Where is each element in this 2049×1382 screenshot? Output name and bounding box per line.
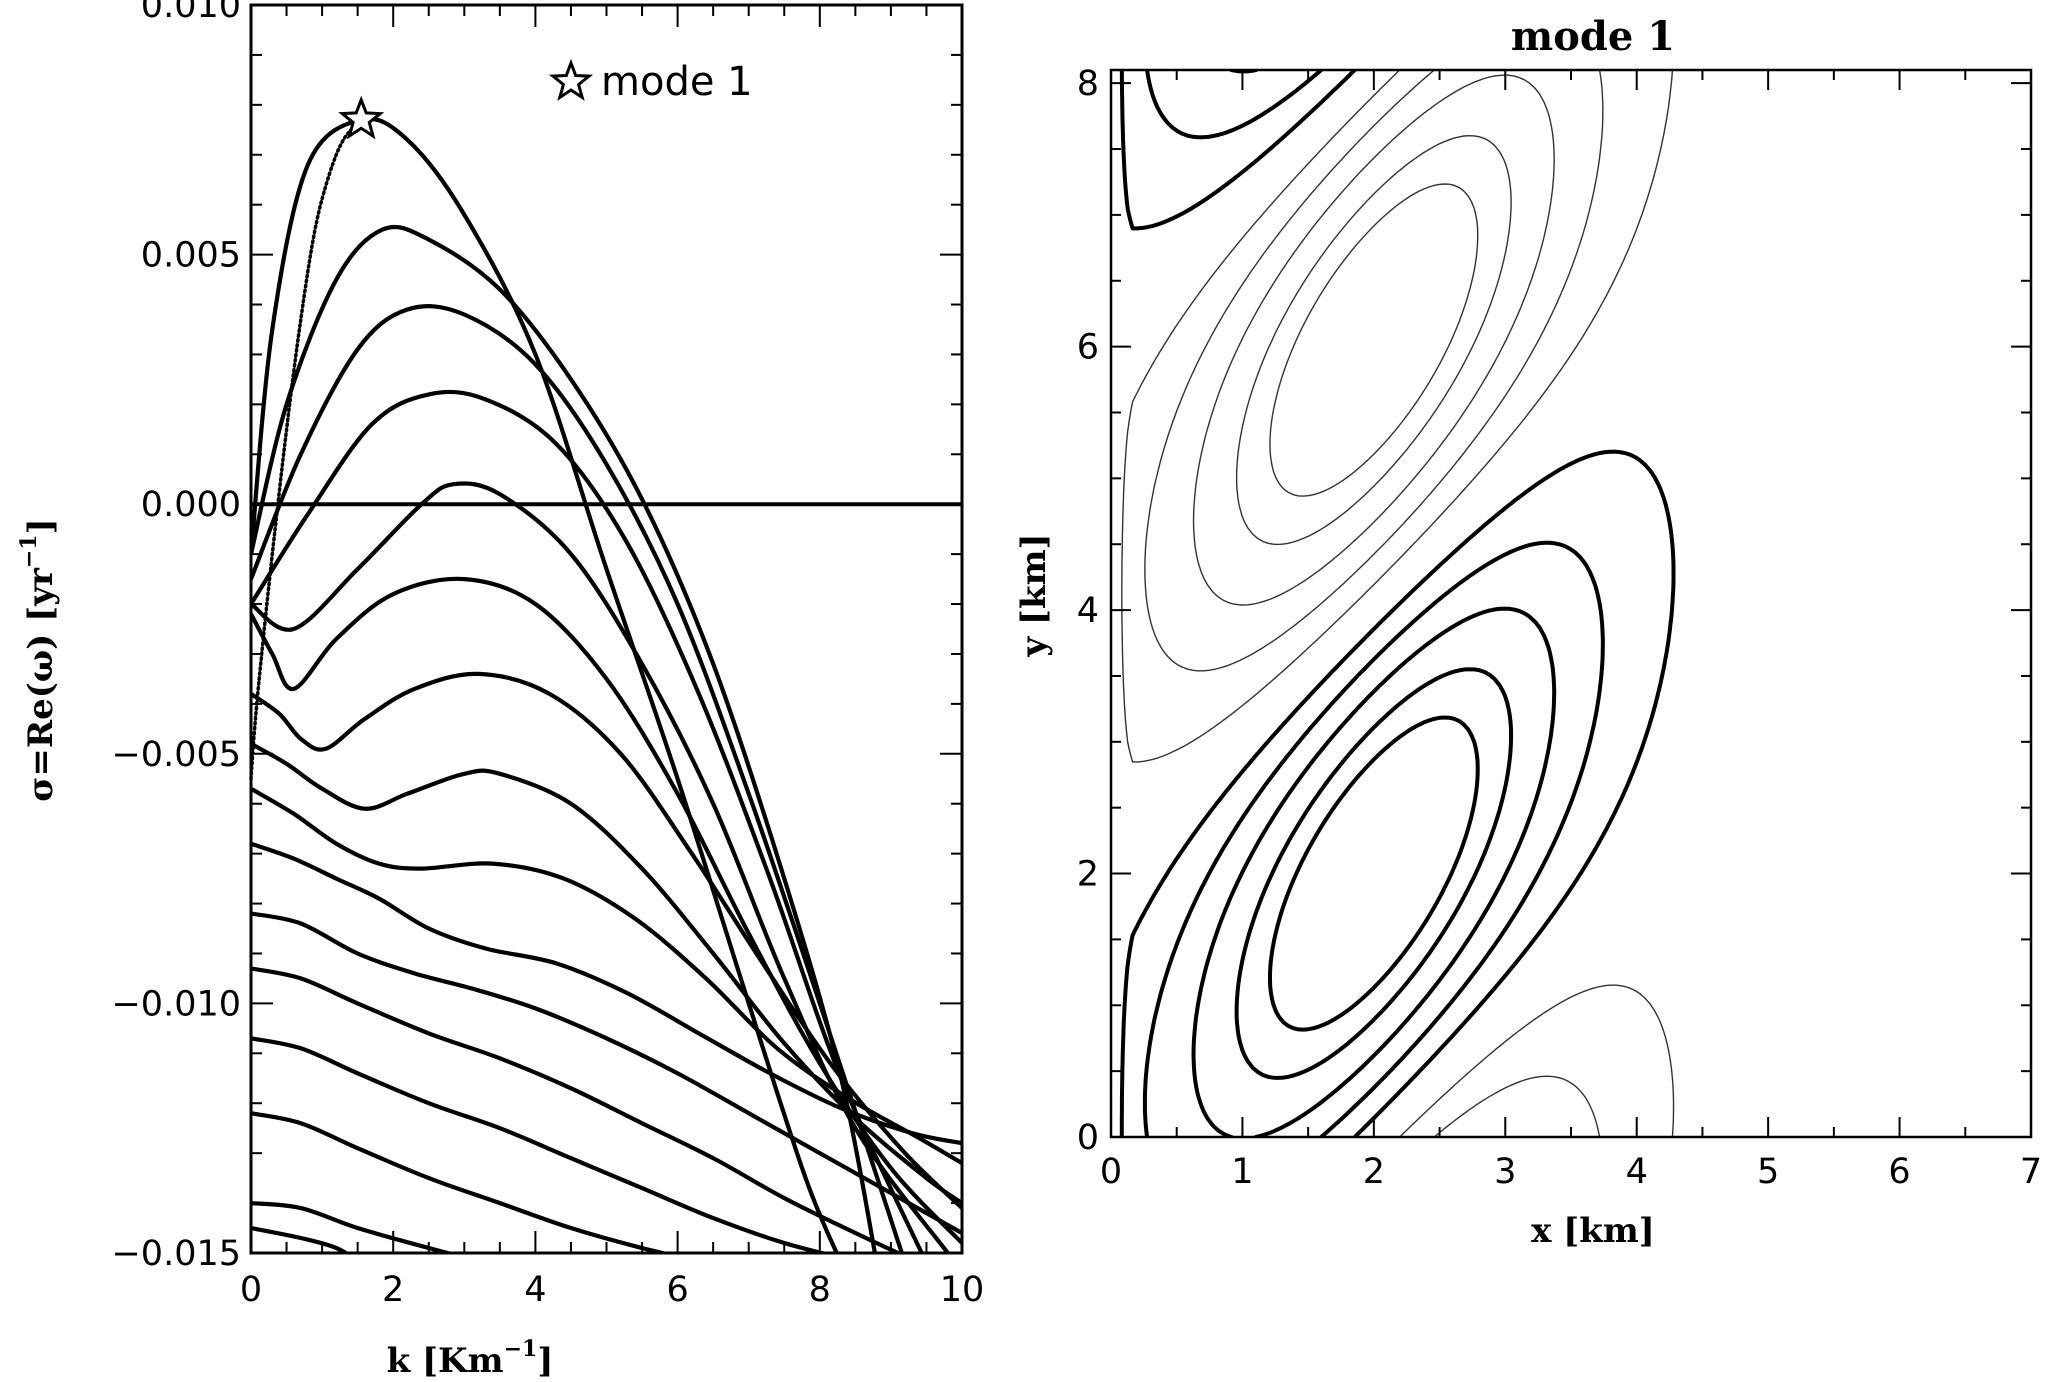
positive-contour-5 (1268, 715, 1480, 1032)
negative-contour-1 (1121, 70, 1675, 1137)
right-x-tick-label: 2 (1363, 1152, 1385, 1192)
negative-contour-3 (1192, 74, 1555, 606)
right-y-axis-title: y [km] (1014, 533, 1054, 657)
positive-contour-1 (1119, 70, 1676, 1137)
left-x-tick-labels: 0 2 4 6 8 10 (240, 1270, 984, 1310)
right-y-tick-labels: 0 2 4 6 8 (1077, 64, 1099, 1158)
legend-label: mode 1 (601, 59, 753, 105)
left-x-tick-label: 4 (524, 1270, 546, 1310)
dispersion-curve-14 (251, 1111, 672, 1253)
negative-contour-4 (1235, 135, 1512, 546)
dotted-envelope (249, 118, 363, 781)
legend: mode 1 (548, 58, 753, 105)
left-x-axis-title: k [Km−1] (387, 1336, 554, 1381)
right-x-tick-label: 0 (1100, 1152, 1122, 1192)
mode-panel: 0 1 2 3 4 5 6 7 0 2 4 6 8 mode 1 x [km] y [km] (1014, 13, 2042, 1251)
left-x-tick-label: 8 (809, 1270, 831, 1310)
dispersion-curve-16 (251, 1225, 350, 1253)
dispersion-panel: 0 2 4 6 8 10 −0.015 −0.010 −0.005 0.000 0.005 0.01… (16, 0, 984, 1381)
right-x-tick-label: 1 (1231, 1152, 1253, 1192)
right-x-tick-labels: 0 1 2 3 4 5 6 7 (1100, 1152, 2042, 1192)
left-x-tick-label: 0 (240, 1270, 262, 1310)
left-y-tick-label: 0.005 (141, 236, 241, 276)
dispersion-curves (251, 116, 962, 1253)
positive-contour-2 (1142, 70, 1605, 1137)
positive-contour-3 (1191, 70, 1557, 1137)
left-y-tick-label: 0.000 (141, 485, 241, 525)
dispersion-curve-2 (251, 224, 877, 1253)
dispersion-curve-9 (251, 786, 962, 1165)
left-y-axis-label: σ=Re(ω) [yr (21, 567, 61, 802)
star-icon (548, 58, 594, 101)
left-axis-ticks (250, 4, 963, 1254)
left-y-axis-title: σ=Re(ω) [yr−1] (16, 518, 61, 801)
right-panel-title: mode 1 (1511, 13, 1675, 60)
left-y-tick-labels: −0.015 −0.010 −0.005 0.000 0.005 0.010 (111, 0, 241, 1274)
right-axis-ticks (1110, 70, 2032, 1138)
left-x-tick-label: 2 (382, 1270, 404, 1310)
mode-contours (1119, 70, 1676, 1137)
left-y-tick-label: 0.010 (141, 0, 241, 26)
right-x-axis-title: x [km] (1531, 1211, 1655, 1251)
right-y-tick-label: 0 (1077, 1118, 1099, 1158)
negative-contour-2 (1144, 70, 1604, 1137)
left-x-tick-label: 6 (666, 1270, 688, 1310)
dispersion-curve-5 (251, 481, 950, 1253)
right-y-tick-label: 8 (1077, 64, 1099, 104)
dispersion-curve-10 (251, 841, 962, 1146)
positive-contour-4 (1234, 667, 1514, 1080)
right-y-tick-label: 6 (1077, 328, 1099, 368)
negative-contour-5 (1269, 183, 1479, 497)
left-y-tick-label: −0.015 (111, 1234, 241, 1274)
dispersion-curve-13 (251, 1036, 831, 1253)
right-x-tick-label: 6 (1888, 1152, 1910, 1192)
dispersion-curve-4 (251, 389, 925, 1253)
dispersion-curve-8 (251, 741, 962, 1205)
right-y-tick-label: 4 (1077, 591, 1099, 631)
left-x-tick-label: 10 (940, 1270, 985, 1310)
left-y-axis-close: ] (21, 518, 61, 534)
left-y-tick-label: −0.005 (111, 735, 241, 775)
dispersion-curve-6 (251, 576, 962, 1245)
right-x-tick-label: 4 (1626, 1152, 1648, 1192)
right-x-tick-label: 5 (1757, 1152, 1779, 1192)
right-x-tick-label: 3 (1494, 1152, 1516, 1192)
left-x-axis-close: ] (537, 1341, 553, 1381)
right-y-tick-label: 2 (1077, 855, 1099, 895)
dispersion-curve-12 (251, 966, 903, 1253)
dispersion-curve-3 (251, 304, 905, 1253)
left-x-axis-sup: −1 (504, 1336, 538, 1362)
left-x-axis-label: k [Km (387, 1341, 504, 1381)
dispersion-curve-1 (251, 116, 839, 1253)
left-y-axis-sup: −1 (16, 534, 42, 568)
mode1-marker-star-icon (338, 95, 385, 140)
left-y-tick-label: −0.010 (111, 984, 241, 1024)
left-plot-frame (249, 3, 964, 1255)
dotted-envelope-curve (249, 118, 363, 781)
right-x-tick-label: 7 (2020, 1152, 2042, 1192)
dispersion-curve-7 (251, 671, 962, 1210)
dispersion-curve-11 (251, 911, 962, 1235)
